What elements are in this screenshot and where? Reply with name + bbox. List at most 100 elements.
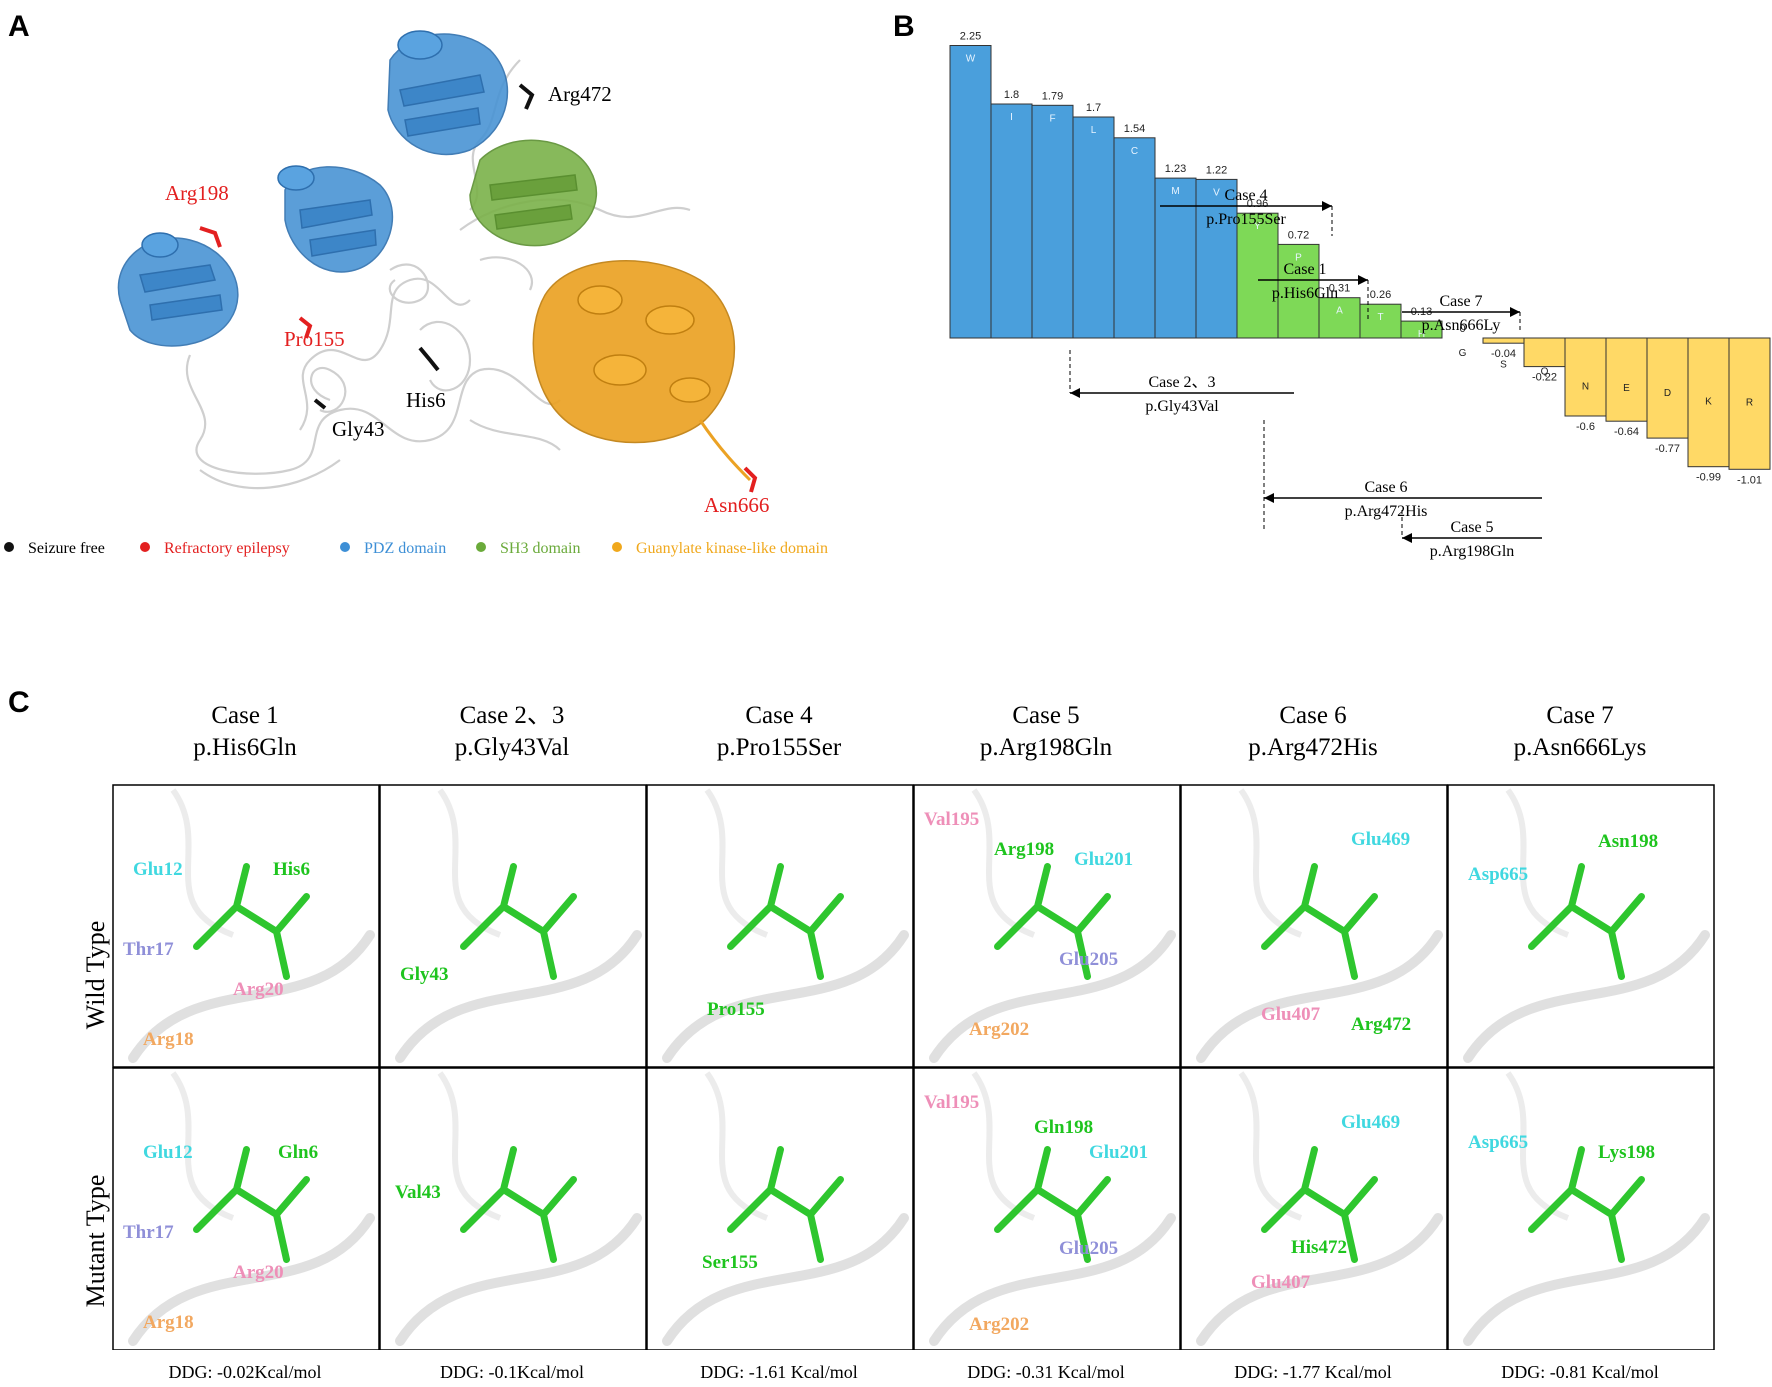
value-label: 0.72 [1288, 229, 1309, 241]
label-gly43: Gly43 [332, 417, 385, 441]
structure-cell-mt: Ser155 [646, 1067, 914, 1350]
legend-label: Seizure free [28, 540, 105, 557]
row-label-mutant-type: Mutant Type [81, 1174, 110, 1308]
case-heading: Case 4 p.Pro155Ser [646, 700, 912, 764]
label-pro155: Pro155 [284, 327, 345, 351]
structure-cell-mt: Val43 [379, 1067, 647, 1350]
bar-E [1605, 337, 1648, 422]
case-title: Case 2、3 [459, 702, 565, 729]
residue-stick [1528, 863, 1645, 980]
bar-C [1113, 137, 1156, 339]
legend-label: Guanylate kinase-like domain [636, 540, 828, 557]
case-mutation: p.Arg472His [1248, 734, 1378, 761]
value-label: 1.23 [1165, 163, 1186, 175]
case-mutation: p.Asn666Lys [1513, 734, 1647, 761]
cell-border [112, 784, 380, 1068]
pdz-domain [117, 30, 509, 347]
bar-R [1728, 337, 1771, 470]
panel-a-legend: Seizure free Refractory epilepsy PDZ dom… [0, 540, 880, 570]
ddg-value: DDG: -1.61 Kcal/mol [700, 1362, 858, 1382]
tick-label: L [1091, 125, 1097, 136]
case-title: Case 5 [1012, 702, 1080, 729]
label-asn666: Asn666 [704, 493, 769, 517]
residue-label: Glu469 [1351, 829, 1410, 850]
annotation-case-label: Case 7 [1439, 293, 1482, 310]
gk-domain [532, 259, 752, 482]
annotation-mutation-label: p.Pro155Ser [1206, 211, 1286, 228]
panel-letter-c: C [8, 686, 30, 719]
cell-border [112, 1067, 380, 1350]
tick-label: G [1459, 348, 1467, 359]
case-annotations: Case 4 p.Pro155Ser Case 1 p.His6Gln Case 7 p.… [1069, 187, 1542, 560]
legend-refractory: Refractory epilepsy [140, 540, 290, 558]
backbone-ribbon [1505, 788, 1570, 938]
annotation-mutation-label: p.Arg198Gln [1430, 543, 1515, 560]
annotation-arrowhead [1322, 201, 1332, 211]
structure-cell-wt: Pro155 [646, 784, 914, 1068]
backbone-ribbon [662, 1213, 909, 1346]
cell-border [1180, 784, 1448, 1068]
residue-sticks [199, 83, 758, 493]
value-label: 0.31 [1329, 283, 1350, 295]
backbone-ribbon [929, 930, 1176, 1063]
annotation-case-label: Case 2、3 [1148, 374, 1215, 391]
bar-F [1031, 104, 1074, 339]
tick-label: C [1131, 146, 1138, 157]
tick-label: N [1582, 381, 1589, 392]
backbone-ribbon [662, 930, 909, 1063]
annotation-case-label: Case 6 [1364, 479, 1407, 496]
tick-label: R [1746, 397, 1753, 408]
backbone-ribbon [1463, 1213, 1710, 1346]
cell-border [1180, 1067, 1448, 1350]
annotation-arrowhead [1510, 307, 1520, 317]
backbone-ribbon [1196, 1213, 1443, 1346]
value-label: -0.22 [1532, 372, 1557, 384]
value-label: 0.26 [1370, 289, 1391, 301]
residue-label: Val195 [924, 1092, 979, 1113]
residue-stick [460, 863, 577, 980]
residue-label: Lys198 [1598, 1142, 1655, 1163]
tick-label: E [1623, 383, 1630, 394]
legend-seizure-free: Seizure free [4, 540, 105, 558]
residue-label: Glu469 [1341, 1112, 1400, 1133]
annotation-case: Case 6 p.Arg472His [1263, 420, 1542, 530]
cell-border [646, 1067, 914, 1350]
residue-label: Gln198 [1034, 1117, 1093, 1138]
annotation-case: Case 4 p.Pro155Ser [1160, 187, 1333, 236]
structure-cell-wt: Glu12 His6 Thr17 Arg18 Arg20 [112, 784, 380, 1068]
label-his6: His6 [406, 388, 446, 412]
backbone-ribbon [971, 788, 1036, 938]
legend-label: Refractory epilepsy [164, 540, 290, 557]
tick-label: I [1010, 112, 1013, 123]
backbone-ribbon [1196, 930, 1443, 1063]
hydropathy-bar-chart: W 2.25 I 1.8 F 1.79 L 1.7 C 1.54 M 1.23 V 1.22 Y 0.96 P 0… [949, 31, 1771, 560]
case-mutation: p.Pro155Ser [716, 734, 842, 761]
residue-label: Thr17 [123, 1222, 174, 1243]
value-label: 1.7 [1086, 102, 1101, 114]
label-arg198: Arg198 [165, 181, 229, 205]
structure-cell-wt: Val195 Arg198 Glu201 Glu205 Arg202 [913, 784, 1181, 1068]
value-label: 1.22 [1206, 164, 1227, 176]
residue-stick [193, 863, 310, 980]
residue-label: Glu407 [1261, 1004, 1321, 1025]
backbone-ribbon [1505, 1071, 1570, 1221]
residue-label: Asp665 [1468, 864, 1528, 885]
case-mutation: p.His6Gln [193, 734, 297, 761]
mutation-structure-grid: Glu12 His6 Thr17 Arg18 Arg20 Glu12 Gln6 Thr17 Ar… [112, 784, 1715, 1350]
legend-dot-refractory [140, 542, 150, 552]
bar-W [949, 45, 992, 339]
tick-label: T [1377, 312, 1383, 323]
tick-label: D [1664, 388, 1671, 399]
bar-N [1564, 337, 1607, 417]
backbone-ribbon [128, 1213, 375, 1346]
residue-label: Glu205 [1059, 949, 1118, 970]
row-label-wild-type: Wild Type [81, 920, 110, 1030]
legend-dot-seizure-free [4, 542, 14, 552]
annotation-arrowhead [1070, 388, 1080, 398]
residue-label: Arg18 [143, 1029, 194, 1050]
annotation-mutation-label: p.Asn666Ly [1422, 317, 1501, 334]
residue-label: Glu205 [1059, 1238, 1118, 1259]
annotation-arrowhead [1264, 493, 1274, 503]
ddg-value: DDG: -0.1Kcal/mol [440, 1362, 584, 1382]
case-heading: Case 2、3 p.Gly43Val [379, 700, 645, 764]
